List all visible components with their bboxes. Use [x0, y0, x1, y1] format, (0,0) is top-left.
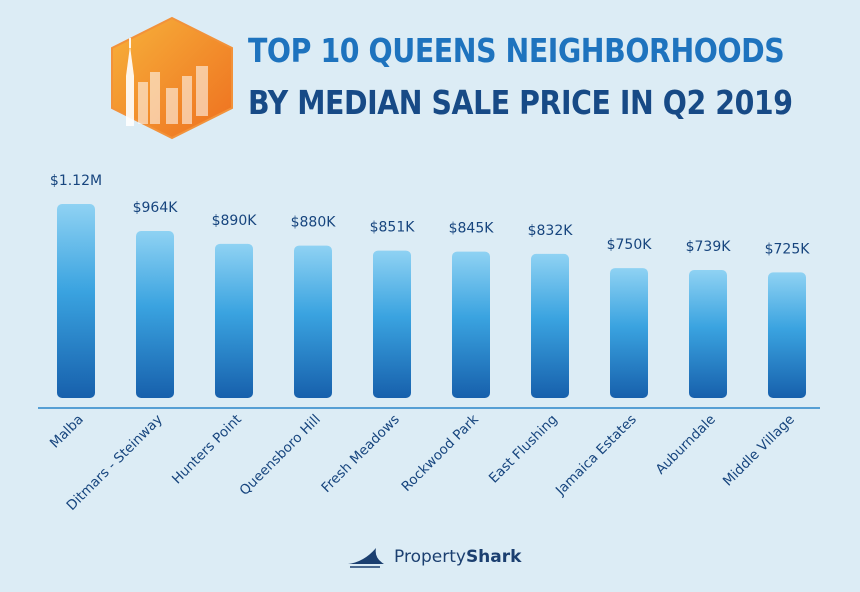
bar-3 — [294, 245, 332, 398]
value-label-6: $832K — [528, 223, 574, 239]
value-label-1: $964K — [133, 200, 179, 216]
value-label-5: $845K — [449, 221, 495, 237]
value-label-8: $739K — [686, 239, 732, 255]
value-label-2: $890K — [212, 213, 258, 229]
bar-4 — [373, 250, 411, 398]
category-label-7: Jamaica Estates — [552, 412, 640, 500]
bar-1 — [136, 231, 174, 398]
brand-name: PropertyShark — [394, 547, 522, 567]
category-label-2: Hunters Point — [169, 412, 245, 488]
bar-6 — [531, 253, 569, 398]
header: TOP 10 QUEENS NEIGHBORHOODS BY MEDIAN SA… — [0, 0, 860, 150]
category-label-3: Queensboro Hill — [237, 412, 324, 499]
value-label-7: $750K — [607, 237, 653, 253]
chart-subtitle: BY MEDIAN SALE PRICE IN Q2 2019 — [248, 83, 793, 122]
bar-7 — [610, 268, 648, 398]
category-label-5: Rockwood Park — [398, 411, 481, 494]
chart-title: TOP 10 QUEENS NEIGHBORHOODS — [248, 31, 785, 70]
value-label-9: $725K — [765, 241, 811, 257]
bar-8 — [689, 269, 727, 398]
brand-footer: PropertyShark — [346, 542, 546, 572]
bar-5 — [452, 251, 490, 398]
category-label-9: Middle Village — [720, 412, 798, 490]
value-label-0: $1.12M — [50, 173, 102, 189]
bar-0 — [57, 204, 95, 398]
bar-2 — [215, 243, 253, 398]
category-label-4: Fresh Meadows — [318, 412, 402, 496]
shark-fin-icon — [348, 548, 384, 568]
category-label-0: Malba — [47, 412, 87, 452]
bar-9 — [768, 272, 806, 398]
city-skyline-logo-icon — [111, 16, 233, 140]
bar-chart: $1.12M $964K $890K $880K $851K $845K $832K $750… — [38, 173, 820, 514]
category-label-8: Auburndale — [653, 412, 719, 478]
category-label-6: East Flushing — [486, 412, 561, 487]
value-label-3: $880K — [291, 215, 337, 231]
value-label-4: $851K — [370, 220, 416, 236]
